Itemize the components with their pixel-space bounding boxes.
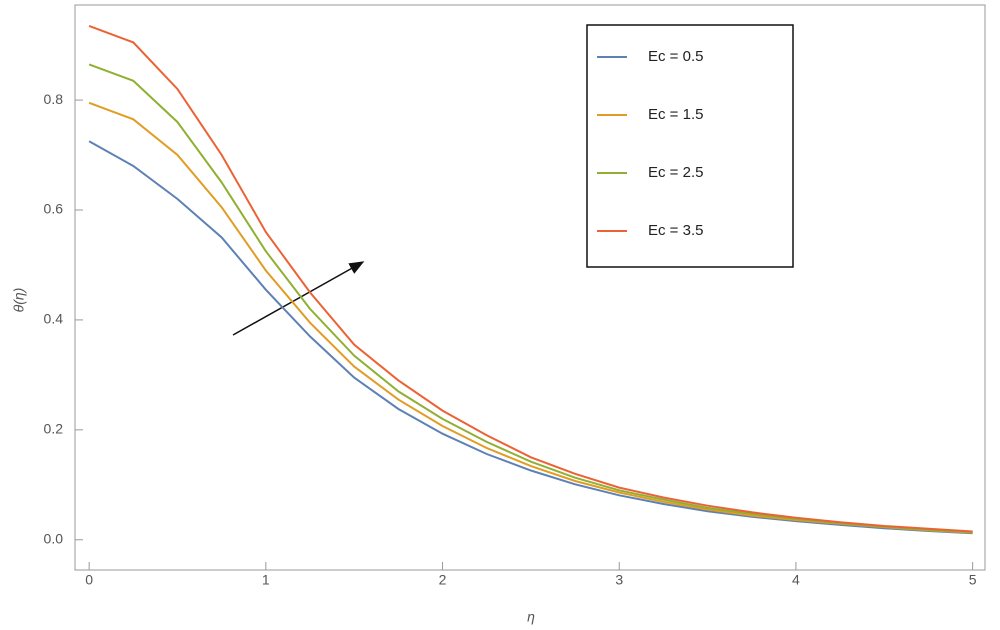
legend-box xyxy=(586,24,794,268)
x-tick-label: 5 xyxy=(969,572,977,588)
x-tick-label: 0 xyxy=(85,572,93,588)
x-tick-label: 2 xyxy=(439,572,447,588)
legend-label: Ec = 1.5 xyxy=(648,106,703,123)
data-line xyxy=(88,101,973,534)
data-line xyxy=(88,140,973,535)
legend-label: Ec = 2.5 xyxy=(648,164,703,181)
y-tick-label: 0.2 xyxy=(44,421,64,437)
trend-arrow xyxy=(232,261,365,336)
x-tick-label: 4 xyxy=(792,572,800,588)
x-tick-label: 1 xyxy=(262,572,270,588)
y-axis-label: θ(η) xyxy=(11,288,27,313)
y-tick-label: 0.0 xyxy=(44,530,64,546)
legend: Ec = 0.5 Ec = 1.5 Ec = 2.5 Ec = 3.5 xyxy=(586,24,794,268)
legend-label: Ec = 0.5 xyxy=(648,48,703,65)
y-tick-label: 0.4 xyxy=(44,311,64,327)
plot-frame xyxy=(74,4,986,571)
x-tick-label: 3 xyxy=(615,572,623,588)
y-tick-label: 0.8 xyxy=(44,91,64,107)
y-tick-label: 0.6 xyxy=(44,201,64,217)
legend-label: Ec = 3.5 xyxy=(648,222,703,239)
data-line xyxy=(88,63,973,534)
data-line xyxy=(88,24,973,533)
x-axis-label: η xyxy=(527,609,535,625)
